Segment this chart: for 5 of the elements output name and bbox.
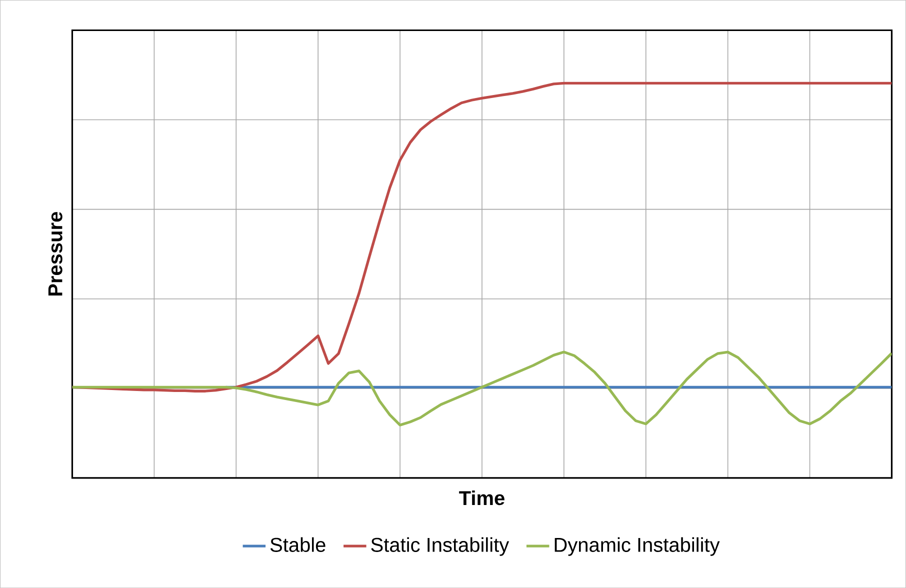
x-axis-title: Time — [459, 490, 504, 506]
legend-label: Stable — [270, 537, 326, 552]
y-axis-title: Pressure — [48, 212, 62, 296]
legend-label: Static Instability — [371, 537, 510, 556]
legend-label: Dynamic Instability — [554, 537, 720, 556]
